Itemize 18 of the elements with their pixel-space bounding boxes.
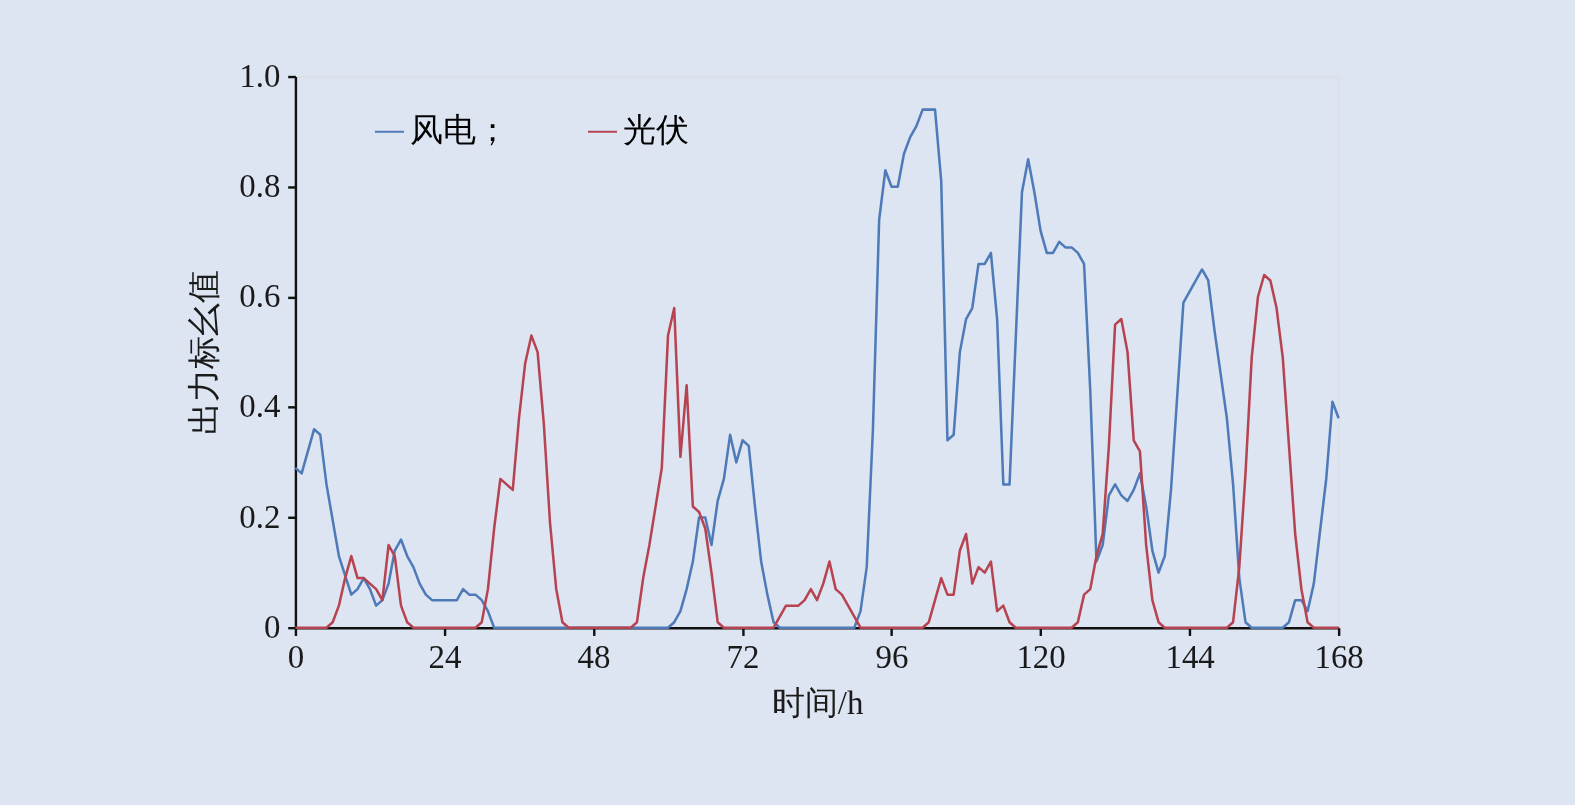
x-tick-label: 48 (577, 638, 611, 675)
y-tick-label: 0.2 (239, 498, 281, 535)
x-tick-label: 72 (726, 638, 760, 675)
y-tick-label: 1.0 (239, 57, 281, 94)
y-tick-label: 0.4 (239, 388, 281, 425)
x-tick-label: 24 (428, 638, 462, 675)
y-axis-title: 出力标幺值 (186, 270, 223, 436)
x-tick-label: 144 (1165, 638, 1215, 675)
x-axis-title: 时间/h (771, 685, 864, 722)
legend-label: 光伏 (622, 112, 689, 149)
x-tick-label: 0 (287, 638, 305, 675)
y-tick-label: 0.6 (239, 278, 281, 315)
x-tick-label: 168 (1314, 638, 1364, 675)
y-tick-label: 0 (263, 608, 281, 645)
legend-label: 风电； (409, 112, 509, 149)
y-tick-label: 0.8 (239, 167, 281, 204)
x-tick-label: 96 (875, 638, 909, 675)
x-tick-label: 120 (1016, 638, 1066, 675)
